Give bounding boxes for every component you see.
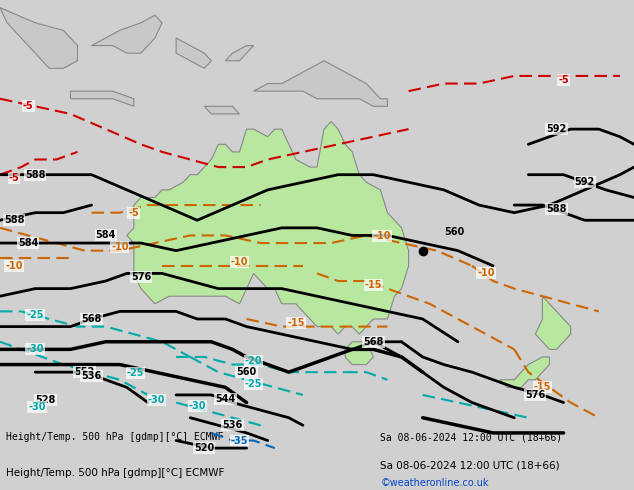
Text: -5: -5 bbox=[558, 75, 569, 85]
Text: 560: 560 bbox=[444, 227, 464, 238]
Text: 576: 576 bbox=[525, 390, 545, 400]
Text: Height/Temp. 500 hPa [gdmp][°C] ECMWF: Height/Temp. 500 hPa [gdmp][°C] ECMWF bbox=[6, 468, 224, 478]
Text: 592: 592 bbox=[547, 124, 567, 134]
Text: 588: 588 bbox=[4, 215, 24, 225]
Text: 520: 520 bbox=[194, 443, 214, 453]
Text: -10: -10 bbox=[5, 261, 23, 271]
Text: 592: 592 bbox=[574, 177, 595, 187]
Text: -25: -25 bbox=[27, 310, 44, 320]
Text: ©weatheronline.co.uk: ©weatheronline.co.uk bbox=[380, 478, 489, 488]
Text: 544: 544 bbox=[216, 394, 236, 404]
Text: Sa 08-06-2024 12:00 UTC (18+66): Sa 08-06-2024 12:00 UTC (18+66) bbox=[380, 432, 562, 442]
Text: -10: -10 bbox=[373, 231, 391, 241]
Text: -10: -10 bbox=[231, 257, 249, 267]
Text: -15: -15 bbox=[287, 318, 304, 328]
Text: -30: -30 bbox=[188, 401, 206, 411]
Polygon shape bbox=[0, 8, 77, 69]
Text: 552: 552 bbox=[74, 367, 94, 377]
Polygon shape bbox=[127, 122, 408, 334]
Text: -20: -20 bbox=[245, 356, 262, 366]
Polygon shape bbox=[91, 15, 162, 53]
Text: 536: 536 bbox=[223, 420, 243, 430]
Text: -25: -25 bbox=[245, 379, 262, 389]
Text: 568: 568 bbox=[81, 314, 102, 324]
Polygon shape bbox=[535, 296, 571, 349]
Text: Sa 08-06-2024 12:00 UTC (18+66): Sa 08-06-2024 12:00 UTC (18+66) bbox=[380, 461, 560, 471]
Text: 560: 560 bbox=[236, 367, 257, 377]
Text: -5: -5 bbox=[23, 101, 34, 111]
Text: -30: -30 bbox=[148, 394, 165, 405]
Text: 584: 584 bbox=[18, 238, 39, 248]
Text: -35: -35 bbox=[231, 436, 249, 445]
Text: 528: 528 bbox=[36, 394, 56, 405]
Text: -25: -25 bbox=[127, 368, 145, 378]
Text: 536: 536 bbox=[81, 371, 101, 381]
Polygon shape bbox=[500, 357, 550, 387]
Text: -10: -10 bbox=[111, 242, 129, 252]
Text: -10: -10 bbox=[477, 269, 495, 278]
Text: -15: -15 bbox=[365, 280, 382, 290]
Text: Height/Temp. 500 hPa [gdmp][°C] ECMWF: Height/Temp. 500 hPa [gdmp][°C] ECMWF bbox=[6, 432, 224, 442]
Polygon shape bbox=[70, 91, 134, 106]
Text: 576: 576 bbox=[131, 272, 151, 282]
Text: 584: 584 bbox=[96, 230, 116, 241]
Text: -15: -15 bbox=[534, 382, 551, 392]
Polygon shape bbox=[204, 106, 240, 114]
Text: 588: 588 bbox=[547, 204, 567, 214]
Text: -5: -5 bbox=[9, 173, 20, 183]
Polygon shape bbox=[345, 342, 373, 365]
Polygon shape bbox=[176, 38, 211, 69]
Polygon shape bbox=[254, 61, 387, 106]
Text: -30: -30 bbox=[27, 344, 44, 354]
Text: 568: 568 bbox=[363, 337, 384, 347]
Text: 588: 588 bbox=[25, 170, 46, 180]
Text: -30: -30 bbox=[28, 402, 46, 412]
Text: -5: -5 bbox=[129, 208, 139, 218]
Polygon shape bbox=[226, 46, 254, 61]
